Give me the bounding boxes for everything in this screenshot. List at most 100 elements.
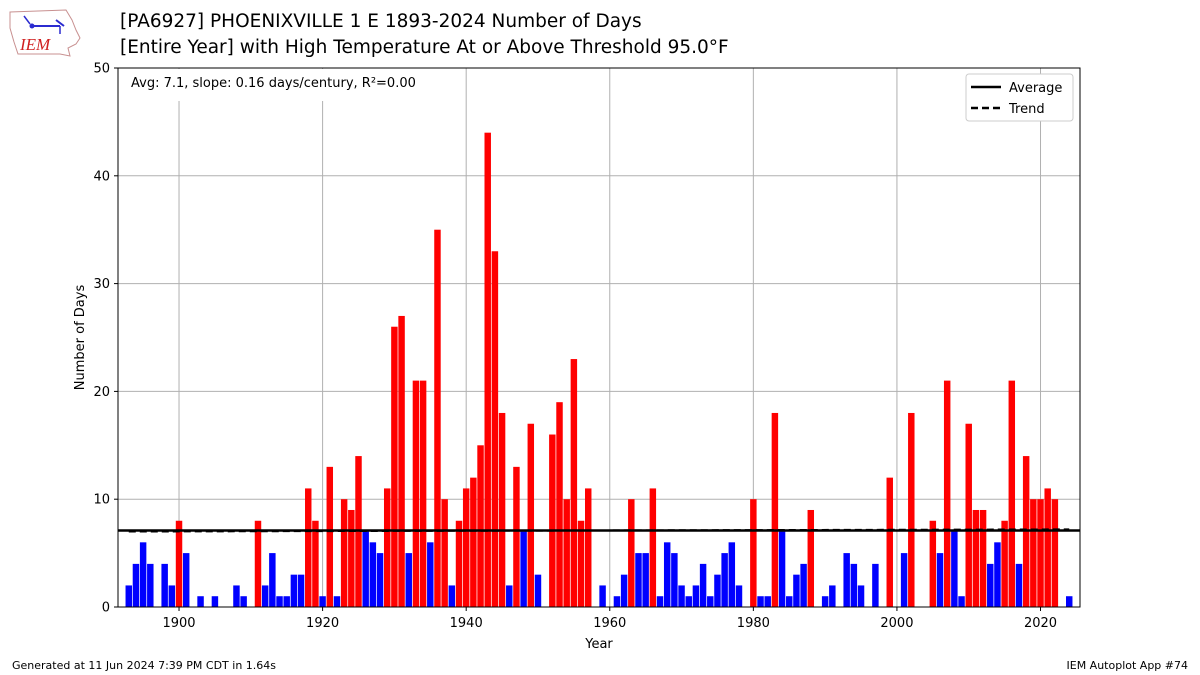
bar-1895 — [139, 542, 147, 607]
bar-1914 — [276, 596, 283, 607]
bar-1995 — [857, 585, 865, 607]
bar-1959 — [599, 585, 606, 607]
bar-1937 — [441, 499, 448, 607]
bar-2016 — [1008, 380, 1016, 607]
bar-1968 — [663, 542, 671, 607]
bar-1956 — [577, 520, 585, 607]
bar-1971 — [685, 596, 692, 607]
y-tick-label: 40 — [93, 169, 110, 184]
bar-1963 — [628, 499, 635, 607]
bar-1994 — [850, 563, 858, 607]
stats-text: Avg: 7.1, slope: 0.16 days/century, R²=0… — [131, 76, 416, 91]
bar-1961 — [613, 596, 621, 607]
x-tick-label: 1960 — [593, 616, 626, 631]
bar-2014 — [994, 542, 1001, 607]
bar-1981 — [757, 596, 764, 607]
bar-1924 — [348, 509, 355, 607]
bar-2012 — [979, 509, 987, 607]
bar-1923 — [340, 499, 348, 607]
bar-2001 — [900, 553, 908, 607]
bar-1927 — [369, 542, 377, 607]
bar-1928 — [376, 553, 384, 607]
bar-1964 — [635, 553, 642, 607]
bar-2021 — [1044, 488, 1051, 607]
bar-1965 — [642, 553, 649, 607]
bar-2020 — [1037, 499, 1044, 607]
bar-1913 — [269, 553, 276, 607]
app-footer: IEM Autoplot App #74 — [1066, 659, 1189, 672]
logo-text: IEM — [19, 35, 51, 54]
bar-1987 — [800, 563, 807, 607]
bar-1940 — [462, 488, 470, 607]
bar-1969 — [671, 553, 678, 607]
bar-1932 — [405, 553, 412, 607]
bar-2008 — [951, 531, 958, 607]
bar-1920 — [319, 596, 326, 607]
x-tick-label: 1920 — [306, 616, 339, 631]
bar-1942 — [477, 445, 484, 607]
bar-1929 — [383, 488, 391, 607]
stats-box — [119, 69, 444, 101]
bar-2015 — [1001, 520, 1008, 607]
y-tick-label: 10 — [93, 493, 110, 508]
legend-label-trend: Trend — [1008, 102, 1045, 117]
bar-1976 — [721, 553, 728, 607]
bar-1901 — [182, 553, 190, 607]
bar-1988 — [807, 509, 815, 607]
bar-1946 — [506, 585, 513, 607]
bar-1941 — [470, 477, 477, 607]
bar-1978 — [735, 585, 743, 607]
bar-2007 — [943, 380, 951, 607]
legend-label-average: Average — [1009, 81, 1062, 96]
bar-1918 — [305, 488, 312, 607]
bar-1952 — [549, 434, 556, 607]
bar-1980 — [750, 499, 757, 607]
bar-1950 — [534, 574, 542, 607]
bar-1962 — [620, 574, 628, 607]
bar-1944 — [491, 251, 499, 607]
bar-2011 — [972, 509, 980, 607]
bar-1903 — [197, 596, 204, 607]
x-tick-label: 1940 — [450, 616, 483, 631]
x-axis-label: Year — [584, 637, 613, 652]
y-axis-label: Number of Days — [73, 285, 88, 391]
x-tick-label: 1900 — [162, 616, 195, 631]
iem-logo: IEM — [6, 4, 82, 66]
bar-1943 — [484, 132, 491, 607]
bar-1982 — [764, 596, 771, 607]
bar-1984 — [778, 531, 786, 607]
bar-2009 — [958, 596, 965, 607]
bar-2013 — [987, 563, 994, 607]
bar-1945 — [498, 412, 506, 607]
bar-1899 — [168, 585, 176, 607]
bar-1974 — [707, 596, 714, 607]
bar-1938 — [448, 585, 456, 607]
bar-1935 — [427, 542, 434, 607]
bar-1985 — [786, 596, 793, 607]
bar-1983 — [771, 412, 779, 607]
bar-1955 — [570, 359, 578, 607]
bar-1990 — [821, 596, 829, 607]
bar-1912 — [261, 585, 269, 607]
bar-1972 — [692, 585, 700, 607]
bar-1911 — [254, 520, 262, 607]
bar-1939 — [455, 520, 463, 607]
bar-2024 — [1066, 596, 1073, 607]
bar-2010 — [965, 423, 972, 607]
trend-line — [128, 528, 1070, 533]
bar-2002 — [908, 412, 915, 607]
bar-1934 — [419, 380, 427, 607]
bar-1933 — [412, 380, 420, 607]
bar-1936 — [434, 229, 441, 607]
chart-title-line-2: [Entire Year] with High Temperature At o… — [120, 37, 729, 58]
plot-frame — [117, 67, 1081, 608]
bar-1898 — [161, 563, 168, 607]
y-tick-label: 50 — [93, 62, 110, 77]
bar-1967 — [656, 596, 664, 607]
bar-2017 — [1015, 563, 1023, 607]
bar-1953 — [556, 402, 563, 607]
bar-1900 — [175, 520, 183, 607]
bar-1986 — [793, 574, 800, 607]
bar-1931 — [398, 315, 405, 607]
